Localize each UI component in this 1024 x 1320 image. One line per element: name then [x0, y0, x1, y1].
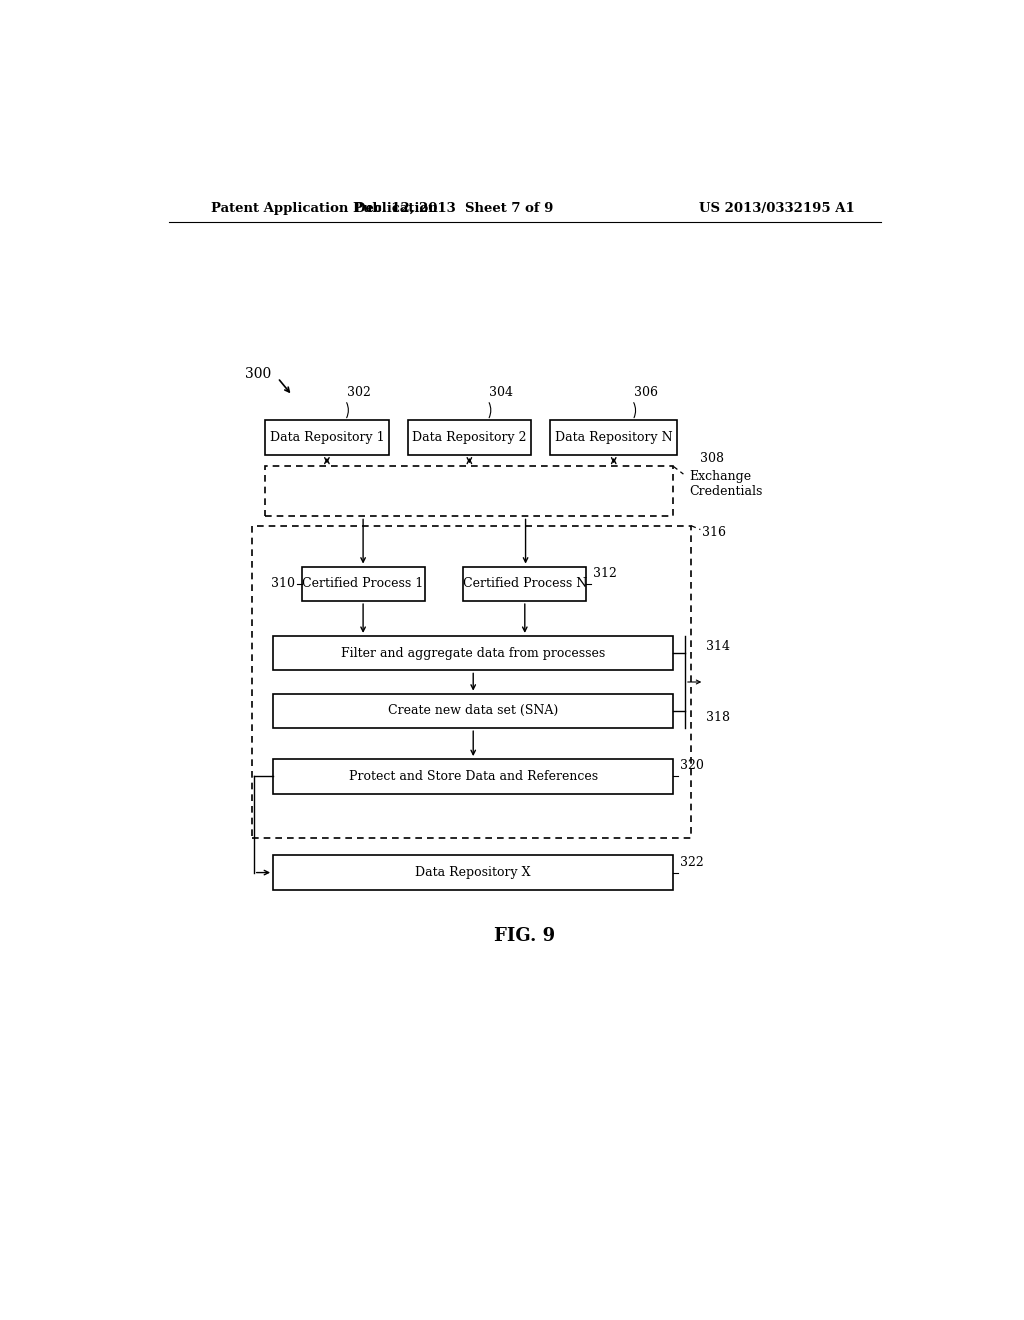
Text: Create new data set (SNA): Create new data set (SNA)	[388, 705, 558, 717]
Bar	[463, 566, 587, 601]
Text: 322: 322	[680, 855, 703, 869]
Text: 314: 314	[706, 640, 730, 652]
Bar	[408, 420, 531, 455]
Text: FIG. 9: FIG. 9	[495, 927, 555, 945]
Bar	[550, 420, 677, 455]
Bar	[265, 420, 388, 455]
Text: Data Repository X: Data Repository X	[416, 866, 531, 879]
Text: Certified Process 1: Certified Process 1	[302, 577, 424, 590]
Bar	[273, 636, 674, 671]
Text: Data Repository N: Data Repository N	[555, 432, 673, 444]
Text: 316: 316	[701, 525, 726, 539]
Text: 308: 308	[700, 451, 724, 465]
Text: Data Repository 2: Data Repository 2	[412, 432, 526, 444]
Text: Data Repository 1: Data Repository 1	[269, 432, 384, 444]
Bar	[273, 855, 674, 890]
Text: Patent Application Publication: Patent Application Publication	[211, 202, 438, 215]
Text: Protect and Store Data and References: Protect and Store Data and References	[348, 770, 598, 783]
Text: Filter and aggregate data from processes: Filter and aggregate data from processes	[341, 647, 605, 660]
Text: 310: 310	[271, 577, 295, 590]
Text: 300: 300	[245, 367, 271, 381]
Text: US 2013/0332195 A1: US 2013/0332195 A1	[698, 202, 854, 215]
Bar	[265, 466, 674, 516]
Text: 302: 302	[347, 385, 371, 399]
Bar	[273, 759, 674, 793]
Text: 320: 320	[680, 759, 703, 772]
Text: Exchange
Credentials: Exchange Credentials	[689, 470, 762, 498]
Text: Dec. 12, 2013  Sheet 7 of 9: Dec. 12, 2013 Sheet 7 of 9	[354, 202, 554, 215]
Text: 304: 304	[489, 385, 513, 399]
Text: 306: 306	[634, 385, 658, 399]
Bar	[301, 566, 425, 601]
Bar	[273, 693, 674, 729]
Text: Certified Process N: Certified Process N	[463, 577, 587, 590]
Text: 312: 312	[593, 568, 616, 579]
Bar	[252, 525, 691, 838]
Text: 318: 318	[706, 711, 730, 725]
